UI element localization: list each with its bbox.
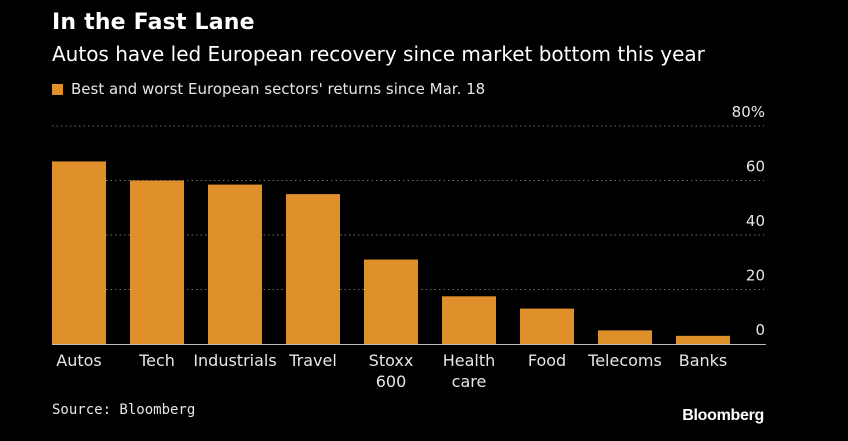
chart-title: In the Fast Lane	[52, 10, 255, 35]
bar-1	[130, 180, 184, 344]
y-tick-label-4: 0	[755, 321, 765, 339]
x-tick-label-0: Autos	[56, 351, 101, 370]
bars	[52, 161, 730, 344]
y-axis-ticks: 80% 60 40 20 0	[732, 103, 765, 339]
x-tick-label-2: Industrials	[193, 351, 276, 370]
x-axis-labels: Autos Tech Industrials Travel Stoxx 600 Health…	[56, 351, 727, 391]
x-tick-label-8: Banks	[679, 351, 728, 370]
legend-swatch	[52, 83, 63, 95]
y-tick-label-3: 20	[746, 267, 765, 285]
chart-legend: Best and worst European sectors' returns…	[52, 80, 485, 98]
legend-label: Best and worst European sectors' returns…	[71, 80, 486, 98]
bar-4	[364, 259, 418, 344]
bar-5	[442, 296, 496, 344]
bar-6	[520, 308, 574, 344]
y-tick-label-2: 40	[746, 212, 765, 230]
y-tick-label-0: 80%	[732, 103, 765, 121]
y-tick-label-1: 60	[746, 158, 765, 176]
x-tick-label-4: Stoxx 600	[369, 351, 414, 391]
x-tick-label-5: Health care	[443, 351, 496, 391]
brand-logo: Bloomberg	[682, 407, 764, 424]
source-note: Source: Bloomberg	[52, 402, 196, 418]
bar-8	[676, 335, 730, 344]
x-tick-label-6: Food	[528, 351, 566, 370]
x-tick-label-7: Telecoms	[587, 351, 662, 370]
bar-3	[286, 194, 340, 344]
x-tick-label-3: Travel	[288, 351, 337, 370]
chart-subtitle: Autos have led European recovery since m…	[52, 42, 705, 66]
bar-7	[598, 330, 652, 344]
x-tick-label-1: Tech	[138, 351, 175, 370]
bar-2	[208, 184, 262, 344]
bar-0	[52, 161, 106, 344]
